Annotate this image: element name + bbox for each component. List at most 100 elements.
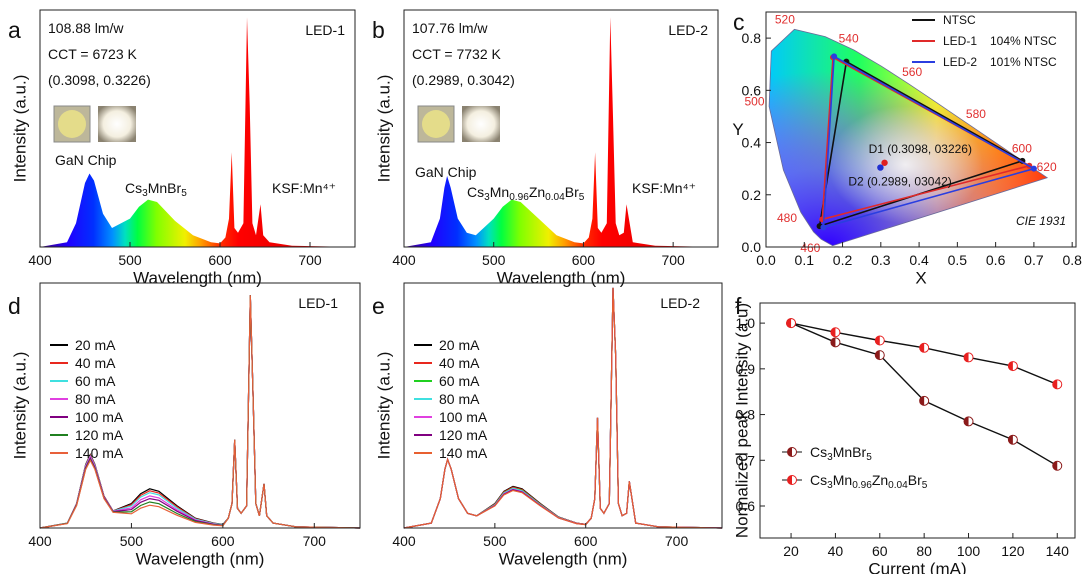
- peak-label: GaN Chip: [415, 164, 477, 180]
- marker-half: [1052, 461, 1058, 471]
- x-tick-label: 700: [665, 533, 689, 549]
- x-tick-label: 0.0: [756, 252, 776, 268]
- x-tick-label: 0.4: [909, 252, 929, 268]
- wavelength-label: 520: [775, 13, 795, 27]
- series-line: [403, 287, 723, 529]
- cct: CCT = 7732 K: [412, 46, 502, 62]
- legend-label: 20 mA: [439, 337, 480, 353]
- marker-half: [1052, 379, 1058, 389]
- y-axis-label: Intensity (a.u.): [11, 75, 30, 183]
- marker-half: [786, 318, 792, 328]
- marker-group: [787, 447, 797, 457]
- x-axis-label: Wavelength (nm): [499, 550, 628, 569]
- legend-label: 40 mA: [439, 355, 480, 371]
- wavelength-label: 620: [1037, 160, 1057, 174]
- plot-frame: [403, 282, 723, 529]
- legend-label: 60 mA: [439, 373, 480, 389]
- x-tick-label: 80: [916, 543, 932, 559]
- legend-label: NTSC: [943, 13, 976, 27]
- y-tick-label: 0.6: [742, 82, 762, 98]
- peak-label: Cs3MnBr5: [125, 180, 187, 199]
- x-axis-label: Wavelength (nm): [133, 269, 262, 288]
- chromaticity: (0.3098, 0.3226): [48, 72, 151, 88]
- legend-label: Cs3MnBr5: [810, 444, 872, 463]
- series-line: [403, 287, 723, 529]
- y-tick-label: 0.4: [742, 135, 762, 151]
- marker-group: [830, 337, 841, 348]
- wavelength-label: 600: [1012, 142, 1032, 156]
- x-tick-label: 400: [392, 252, 416, 268]
- y-axis-label: Y: [732, 120, 743, 139]
- efficacy: 108.88 lm/w: [48, 20, 124, 36]
- marker-half: [787, 447, 792, 457]
- series-line: [403, 287, 723, 529]
- x-tick-label: 40: [828, 543, 844, 559]
- led-photo: [462, 106, 500, 142]
- peak-label: GaN Chip: [55, 152, 117, 168]
- panel-title: LED-1: [298, 295, 338, 311]
- panel-letter: f: [735, 293, 742, 319]
- legend-label: 20 mA: [75, 337, 116, 353]
- y-tick-label: 0.2: [742, 187, 762, 203]
- x-tick-label: 700: [298, 252, 322, 268]
- led-photo: [98, 106, 136, 142]
- panel-letter: e: [372, 293, 385, 319]
- legend-ratio: 104% NTSC: [990, 34, 1057, 48]
- x-tick-label: 500: [482, 252, 506, 268]
- panel-title: LED-1: [305, 22, 345, 38]
- marker-group: [787, 475, 797, 485]
- marker-group: [1052, 460, 1063, 471]
- x-tick-label: 0.3: [871, 252, 891, 268]
- y-tick-label: 1.0: [736, 315, 756, 331]
- marker-group: [1007, 361, 1018, 372]
- y-axis-label: Normalized peak Intensity (a.u): [733, 303, 752, 538]
- y-tick-label: 0.6: [736, 498, 756, 514]
- legend-label: LED-2: [943, 55, 977, 69]
- marker-group: [919, 395, 930, 406]
- marker-half: [1008, 435, 1013, 445]
- y-tick-label: 0.0: [742, 239, 762, 255]
- marker-half: [964, 416, 969, 426]
- gamut-vertex: [1030, 165, 1037, 172]
- marker-group: [919, 342, 930, 353]
- legend-label: Cs3Mn0.96Zn0.04Br5: [810, 472, 928, 491]
- x-axis-label: X: [915, 269, 926, 288]
- legend-label: 80 mA: [75, 391, 116, 407]
- chip-phosphor: [58, 110, 86, 138]
- wavelength-label: 480: [777, 211, 797, 225]
- white-point-label: D1 (0.3098, 03226): [869, 142, 972, 156]
- x-tick-label: 60: [872, 543, 888, 559]
- x-tick-label: 0.6: [986, 252, 1006, 268]
- marker-group: [874, 335, 885, 346]
- marker-half: [919, 343, 925, 353]
- series-line: [403, 287, 723, 529]
- x-tick-label: 0.7: [1024, 252, 1044, 268]
- gamut-vertex: [831, 53, 838, 60]
- marker-group: [1052, 379, 1063, 390]
- marker-group: [963, 352, 974, 363]
- x-tick-label: 400: [28, 533, 52, 549]
- panel-letter: a: [8, 17, 21, 43]
- x-tick-label: 600: [208, 252, 232, 268]
- efficacy: 107.76 lm/w: [412, 20, 488, 36]
- x-tick-label: 400: [392, 533, 416, 549]
- x-tick-label: 20: [783, 543, 799, 559]
- x-axis-label: Wavelength (nm): [136, 550, 265, 569]
- y-tick-label: 0.8: [742, 30, 762, 46]
- legend-label: 140 mA: [439, 445, 488, 461]
- legend-ratio: 101% NTSC: [990, 55, 1057, 69]
- plot-frame: [765, 11, 1077, 248]
- x-tick-label: 500: [118, 252, 142, 268]
- panel-letter: d: [8, 293, 21, 319]
- chromaticity: (0.2989, 0.3042): [412, 72, 515, 88]
- panel-letter: c: [733, 9, 745, 35]
- white-point: [881, 159, 888, 166]
- x-tick-label: 400: [28, 252, 52, 268]
- legend-label: 60 mA: [75, 373, 116, 389]
- y-tick-label: 0.7: [736, 452, 756, 468]
- x-tick-label: 600: [572, 252, 596, 268]
- marker-half: [964, 352, 969, 362]
- peak-label: KSF:Mn⁴⁺: [632, 180, 696, 196]
- y-tick-label: 0.9: [736, 361, 756, 377]
